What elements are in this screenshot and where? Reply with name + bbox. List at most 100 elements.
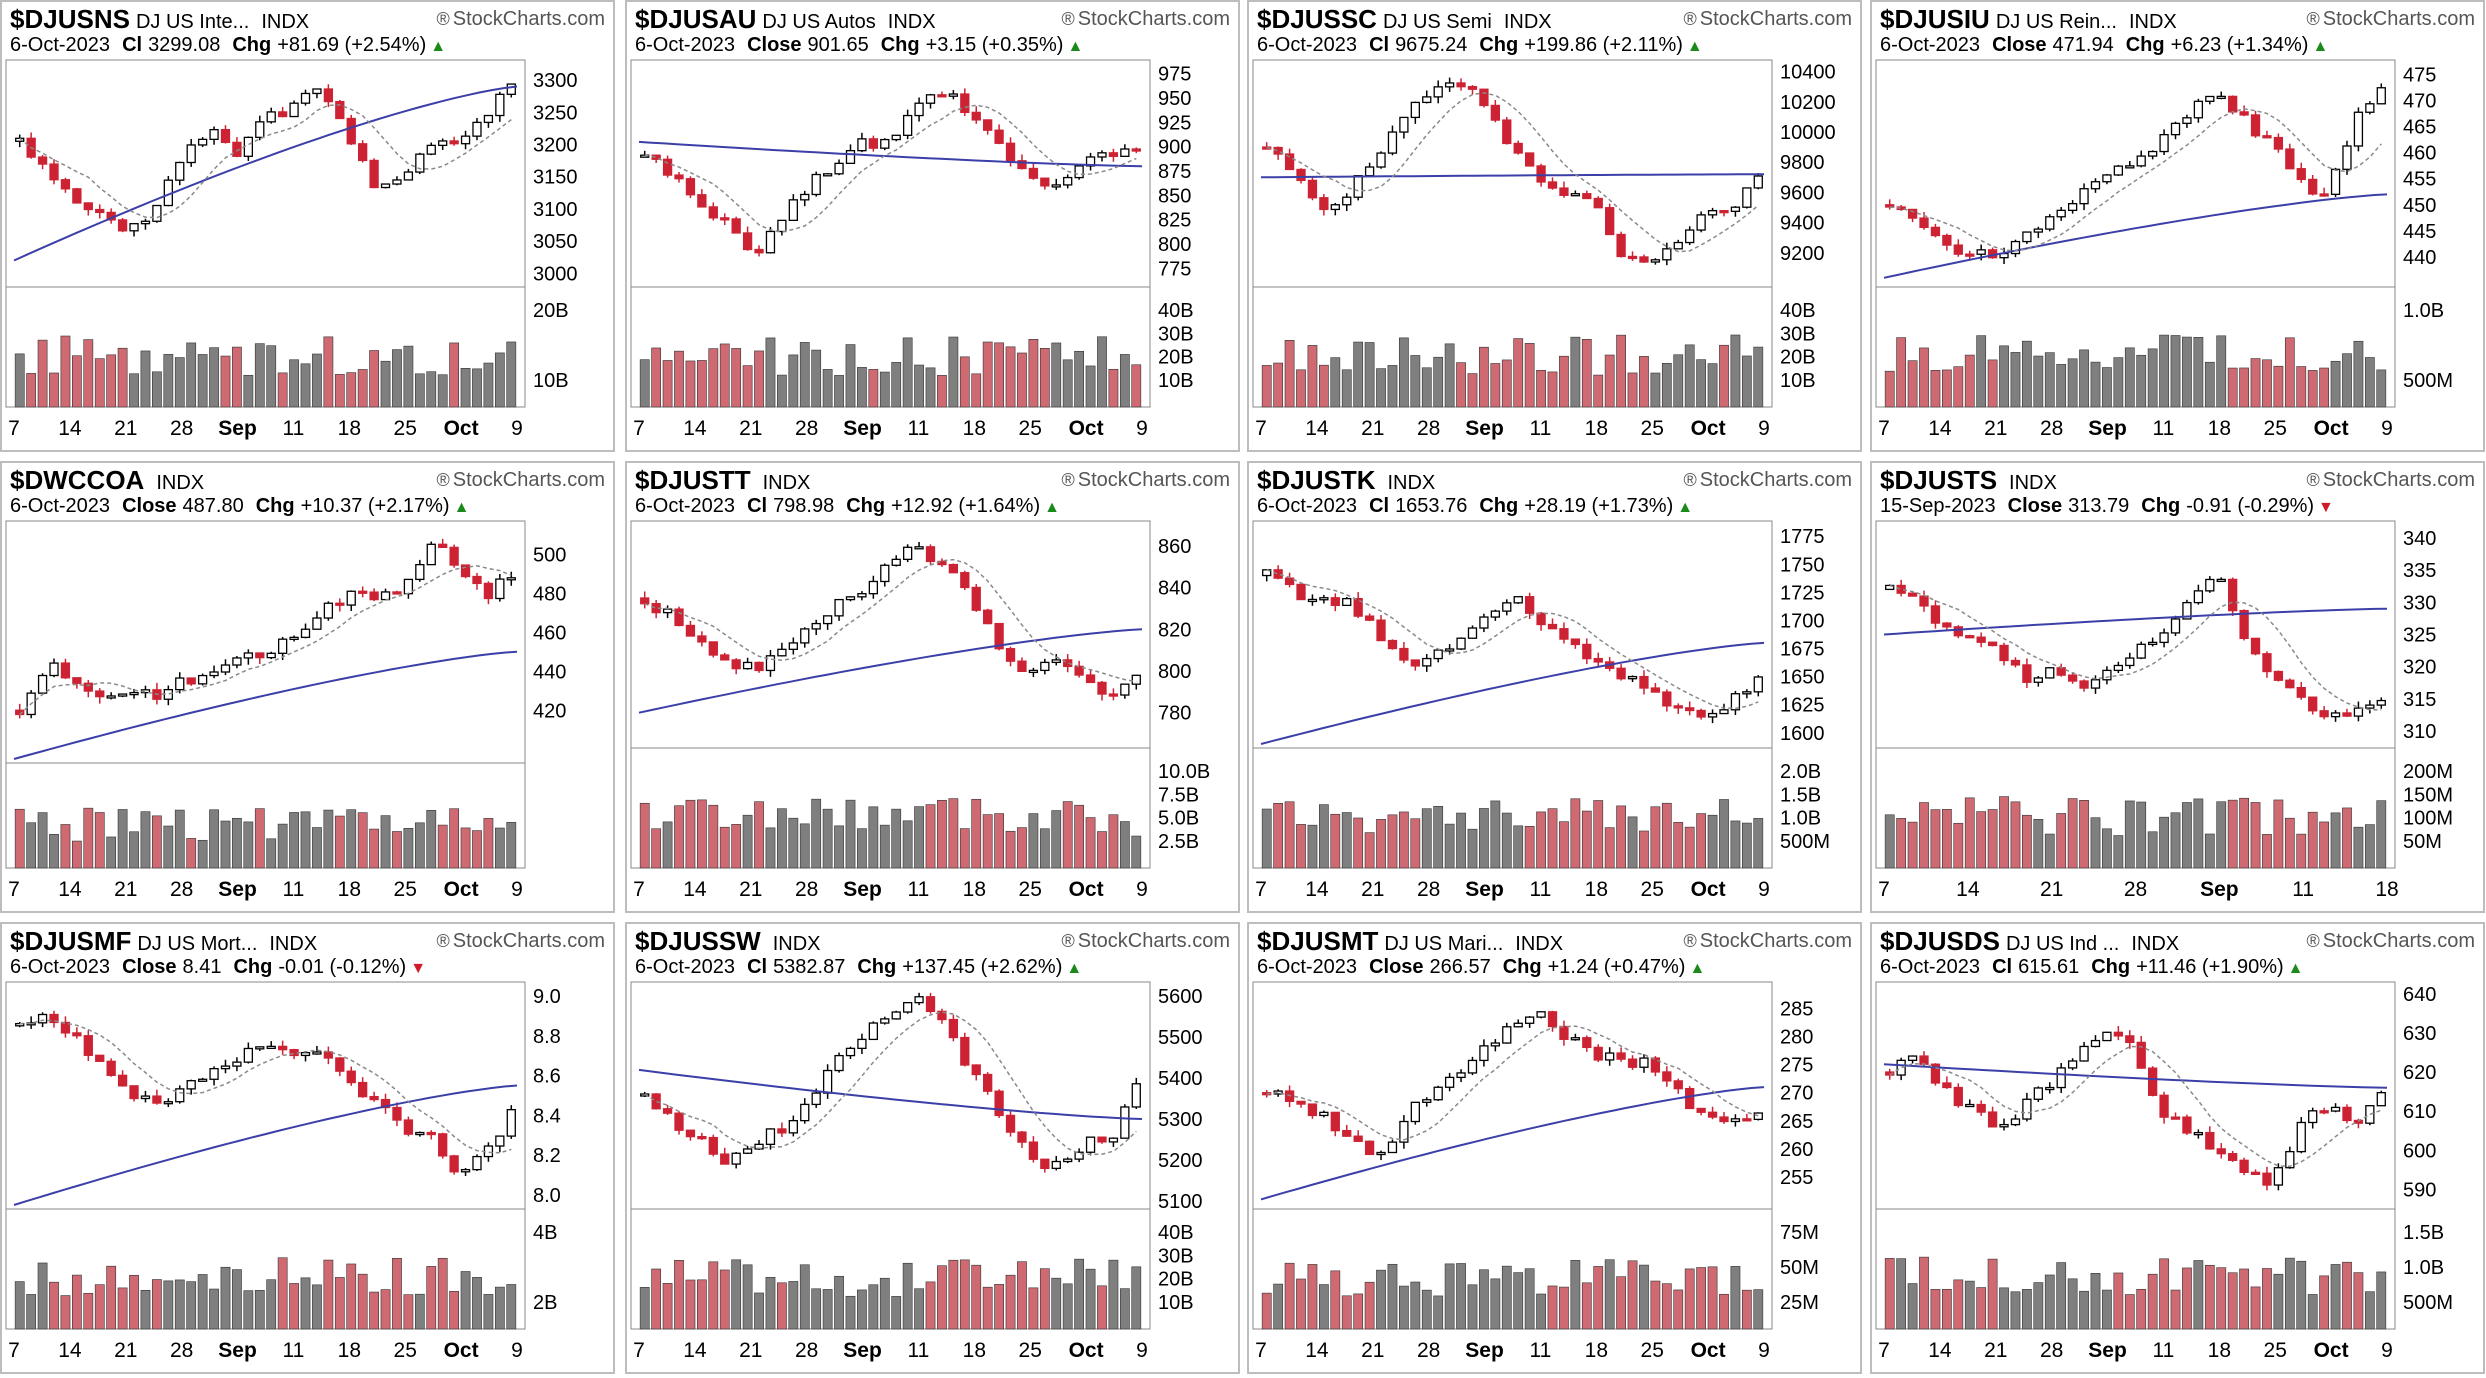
x-tick-label: 11	[2153, 417, 2175, 440]
chart-panel[interactable]: 475 470 465 460 455 450 445 440 1.0B 500M 7 14 21 28 S…	[1870, 0, 2485, 452]
candle	[1017, 657, 1027, 672]
candle-body	[426, 1131, 436, 1136]
candle	[834, 598, 844, 621]
candle	[392, 1102, 402, 1127]
chart-panel[interactable]: 9.0 8.8 8.6 8.4 8.2 8.0 4B 2B 7 14 21 28 Sep 11 18 25 Oc…	[0, 922, 615, 1374]
stockcharts-brand[interactable]: ® StockCharts.com	[1683, 469, 1852, 492]
stockcharts-brand[interactable]: ® StockCharts.com	[1683, 8, 1852, 31]
volume-bar	[1131, 835, 1142, 869]
chart-header: $DJUSNS DJ US Inte... INDX ® StockCharts.com…	[2, 2, 613, 62]
candle-body	[685, 178, 696, 196]
volume-bar	[1719, 1293, 1729, 1330]
y-tick-label: 10200	[1780, 92, 1836, 114]
x-tick-label: 18	[1585, 417, 1608, 440]
candle-body	[1017, 660, 1027, 672]
volume-bar	[902, 1262, 913, 1330]
chart-panel[interactable]: 860 840 820 800 780 10.0B 7.5B 5.0B 2.5B 7 14 21 28 S…	[625, 461, 1240, 913]
volume-tick-label: 500M	[2403, 370, 2453, 392]
candle-body	[1456, 637, 1466, 650]
candle	[2319, 1107, 2329, 1115]
chart-panel[interactable]: 340 335 330 325 320 315 310 200M 150M 100M 50M 7 14 2…	[1870, 461, 2485, 913]
volume-bar	[83, 807, 94, 869]
candle	[1040, 1158, 1050, 1173]
candle-body	[1364, 166, 1375, 177]
candle	[731, 216, 741, 234]
candle	[300, 623, 311, 639]
volume-bar	[1547, 1285, 1558, 1330]
chart-name: DJ US Mort...	[137, 933, 258, 955]
candle	[2273, 1163, 2284, 1191]
volume-bar	[662, 821, 673, 869]
volume-bar	[94, 1284, 105, 1330]
chart-panel[interactable]: 1775 1750 1725 1700 1675 1650 1625 1600 2.0B 1.5B…	[1247, 461, 1862, 913]
candle	[72, 1027, 82, 1039]
change-label: Chg	[2141, 495, 2181, 517]
candle-body	[2125, 1035, 2135, 1044]
y-tick-label: 3250	[533, 102, 578, 124]
candle	[1753, 675, 1763, 697]
chart-panel[interactable]: 975 950 925 900 875 850 825 800 775 40B 30B 20B 10B 7…	[625, 0, 1240, 452]
candle	[1296, 583, 1306, 601]
close-label: Close	[747, 34, 802, 56]
candle-body	[1307, 598, 1318, 603]
stockcharts-brand[interactable]: ® StockCharts.com	[1683, 930, 1852, 953]
chart-panel[interactable]: 640 630 620 610 600 590 1.5B 1.0B 500M 7 14 21 28 Sep…	[1870, 922, 2485, 1374]
stockcharts-brand[interactable]: ® StockCharts.com	[436, 930, 605, 953]
chart-panel[interactable]: 3300 3250 3200 3150 3100 3050 3000 20B 10B 7 14 21 2…	[0, 0, 615, 452]
candle	[2330, 710, 2341, 722]
chart-panel[interactable]: 285 280 275 270 265 260 255 75M 50M 25M 7 14 21 28 Sep…	[1247, 922, 1862, 1374]
candle-body	[994, 622, 1004, 650]
candle-body	[788, 1119, 798, 1134]
candle-body	[2067, 1060, 2078, 1069]
volume-tick-label: 2.0B	[1780, 761, 1821, 783]
candle	[2033, 226, 2043, 239]
stockcharts-brand[interactable]: ® StockCharts.com	[1061, 8, 1230, 31]
x-tick-label: 14	[1928, 417, 1952, 440]
volume-bar	[403, 1294, 414, 1330]
x-tick-label: 21	[114, 1339, 137, 1362]
candle	[1547, 1010, 1558, 1032]
candle-body	[777, 648, 787, 657]
candle	[948, 1014, 959, 1042]
y-tick-label: 440	[533, 661, 566, 683]
stockcharts-brand[interactable]: ® StockCharts.com	[1061, 469, 1230, 492]
chart-panel[interactable]: 500 480 460 440 420 7 14 21 28 Sep 11 18 25 Oct 9 $DWCC…	[0, 461, 615, 913]
volume-bar	[685, 360, 696, 408]
stockcharts-brand[interactable]: ® StockCharts.com	[2306, 8, 2475, 31]
candle	[1719, 1112, 1729, 1124]
stockcharts-brand[interactable]: ® StockCharts.com	[2306, 930, 2475, 953]
stockcharts-brand[interactable]: ® StockCharts.com	[2306, 469, 2475, 492]
x-tick-label: Sep	[843, 1339, 882, 1362]
volume-bar	[2296, 366, 2307, 408]
volume-bar	[891, 362, 902, 408]
candle-body	[1422, 96, 1432, 104]
candle-body	[891, 1011, 901, 1020]
volume-bar	[472, 368, 482, 408]
volume-tick-label: 20B	[1158, 1269, 1194, 1291]
chart-panel[interactable]: 5600 5500 5400 5300 5200 5100 40B 30B 20B 10B 7 14 2…	[625, 922, 1240, 1374]
candle-body	[1685, 707, 1695, 712]
ma20-line	[1266, 92, 1759, 253]
volume-bar	[289, 1283, 299, 1330]
stockcharts-brand[interactable]: ® StockCharts.com	[436, 469, 605, 492]
candle	[335, 1057, 345, 1077]
candle	[1479, 88, 1489, 108]
quote-line: 6-Oct-2023 Cl 9675.24 Chg +199.86 (+2.11%) ▲	[1257, 34, 1703, 57]
volume-bar	[1976, 335, 1987, 408]
candle-body	[1085, 1136, 1096, 1153]
candle	[289, 100, 299, 118]
volume-bar	[1039, 1268, 1050, 1330]
stockcharts-brand[interactable]: ® StockCharts.com	[436, 8, 605, 31]
candle	[1490, 1039, 1501, 1052]
close-label: Close	[2007, 495, 2063, 517]
volume-bar	[2353, 340, 2364, 408]
candle	[2010, 239, 2021, 258]
volume-bar	[1953, 366, 1964, 408]
y-tick-label: 315	[2403, 689, 2436, 711]
triangle-up-icon: ▲	[1066, 960, 1083, 977]
chart-panel[interactable]: 10400 10200 10000 9800 9600 9400 9200 40B 30B 20B…	[1247, 0, 1862, 452]
x-tick-label: Sep	[2088, 417, 2127, 440]
stockcharts-brand[interactable]: ® StockCharts.com	[1061, 930, 1230, 953]
candle	[2045, 214, 2055, 232]
candle-body	[1097, 1136, 1107, 1143]
